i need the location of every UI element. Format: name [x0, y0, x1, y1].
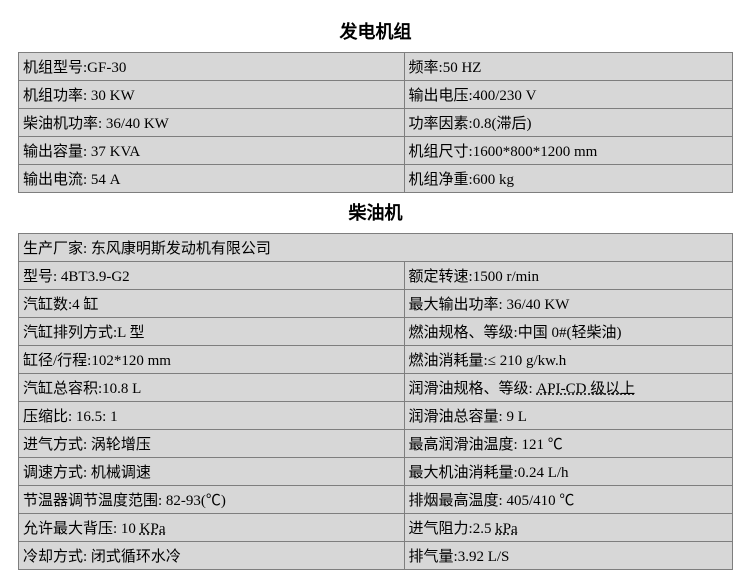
table-cell: 节温器调节温度范围: 82-93(℃): [19, 486, 405, 514]
table-row: 机组型号:GF-30频率:50 HZ: [19, 53, 733, 81]
table-row: 冷却方式: 闭式循环水冷排气量:3.92 L/S: [19, 542, 733, 570]
table-cell: 频率:50 HZ: [404, 53, 732, 81]
table-row: 缸径/行程:102*120 mm燃油消耗量:≤ 210 g/kw.h: [19, 346, 733, 374]
generator-table: 机组型号:GF-30频率:50 HZ机组功率: 30 KW输出电压:400/23…: [18, 52, 733, 193]
table-cell: 调速方式: 机械调速: [19, 458, 405, 486]
table-row: 汽缸排列方式:L 型燃油规格、等级:中国 0#(轻柴油): [19, 318, 733, 346]
table-cell: 冷却方式: 闭式循环水冷: [19, 542, 405, 570]
table-row: 汽缸总容积:10.8 L润滑油规格、等级: API-CD 级以上: [19, 374, 733, 402]
table-cell: 柴油机功率: 36/40 KW: [19, 109, 405, 137]
table-cell: 型号: 4BT3.9-G2: [19, 262, 405, 290]
table-cell: 最大输出功率: 36/40 KW: [404, 290, 732, 318]
table-cell: 燃油消耗量:≤ 210 g/kw.h: [404, 346, 732, 374]
table-cell: 允许最大背压: 10 KPa: [19, 514, 405, 542]
table-cell: 压缩比: 16.5: 1: [19, 402, 405, 430]
table-row: 允许最大背压: 10 KPa进气阻力:2.5 kPa: [19, 514, 733, 542]
table-cell: 汽缸总容积:10.8 L: [19, 374, 405, 402]
table-cell: 输出电压:400/230 V: [404, 81, 732, 109]
table-row: 输出容量: 37 KVA机组尺寸:1600*800*1200 mm: [19, 137, 733, 165]
table-cell: 输出电流: 54 A: [19, 165, 405, 193]
table-cell: 汽缸数:4 缸: [19, 290, 405, 318]
table-cell: 最大机油消耗量:0.24 L/h: [404, 458, 732, 486]
table-cell: 排气量:3.92 L/S: [404, 542, 732, 570]
table-row: 节温器调节温度范围: 82-93(℃)排烟最高温度: 405/410 ℃: [19, 486, 733, 514]
table-row: 柴油机功率: 36/40 KW功率因素:0.8(滞后): [19, 109, 733, 137]
table-cell: 机组功率: 30 KW: [19, 81, 405, 109]
table-cell: 润滑油总容量: 9 L: [404, 402, 732, 430]
table-cell: 燃油规格、等级:中国 0#(轻柴油): [404, 318, 732, 346]
table-cell: 进气阻力:2.5 kPa: [404, 514, 732, 542]
table-row: 调速方式: 机械调速最大机油消耗量:0.24 L/h: [19, 458, 733, 486]
table-cell: 功率因素:0.8(滞后): [404, 109, 732, 137]
table-row: 生产厂家: 东风康明斯发动机有限公司: [19, 234, 733, 262]
table-cell: 生产厂家: 东风康明斯发动机有限公司: [19, 234, 733, 262]
generator-title: 发电机组: [18, 18, 733, 44]
table-cell: 缸径/行程:102*120 mm: [19, 346, 405, 374]
table-cell: 最高润滑油温度: 121 ℃: [404, 430, 732, 458]
table-cell: 输出容量: 37 KVA: [19, 137, 405, 165]
table-row: 汽缸数:4 缸最大输出功率: 36/40 KW: [19, 290, 733, 318]
table-cell: 机组净重:600 kg: [404, 165, 732, 193]
engine-title: 柴油机: [18, 199, 733, 225]
table-row: 型号: 4BT3.9-G2额定转速:1500 r/min: [19, 262, 733, 290]
table-row: 进气方式: 涡轮增压最高润滑油温度: 121 ℃: [19, 430, 733, 458]
table-cell: 额定转速:1500 r/min: [404, 262, 732, 290]
table-row: 输出电流: 54 A机组净重:600 kg: [19, 165, 733, 193]
table-cell: 润滑油规格、等级: API-CD 级以上: [404, 374, 732, 402]
table-cell: 排烟最高温度: 405/410 ℃: [404, 486, 732, 514]
table-cell: 机组型号:GF-30: [19, 53, 405, 81]
table-row: 机组功率: 30 KW输出电压:400/230 V: [19, 81, 733, 109]
table-cell: 进气方式: 涡轮增压: [19, 430, 405, 458]
engine-table: 生产厂家: 东风康明斯发动机有限公司型号: 4BT3.9-G2额定转速:1500…: [18, 233, 733, 570]
table-cell: 汽缸排列方式:L 型: [19, 318, 405, 346]
table-cell: 机组尺寸:1600*800*1200 mm: [404, 137, 732, 165]
table-row: 压缩比: 16.5: 1润滑油总容量: 9 L: [19, 402, 733, 430]
